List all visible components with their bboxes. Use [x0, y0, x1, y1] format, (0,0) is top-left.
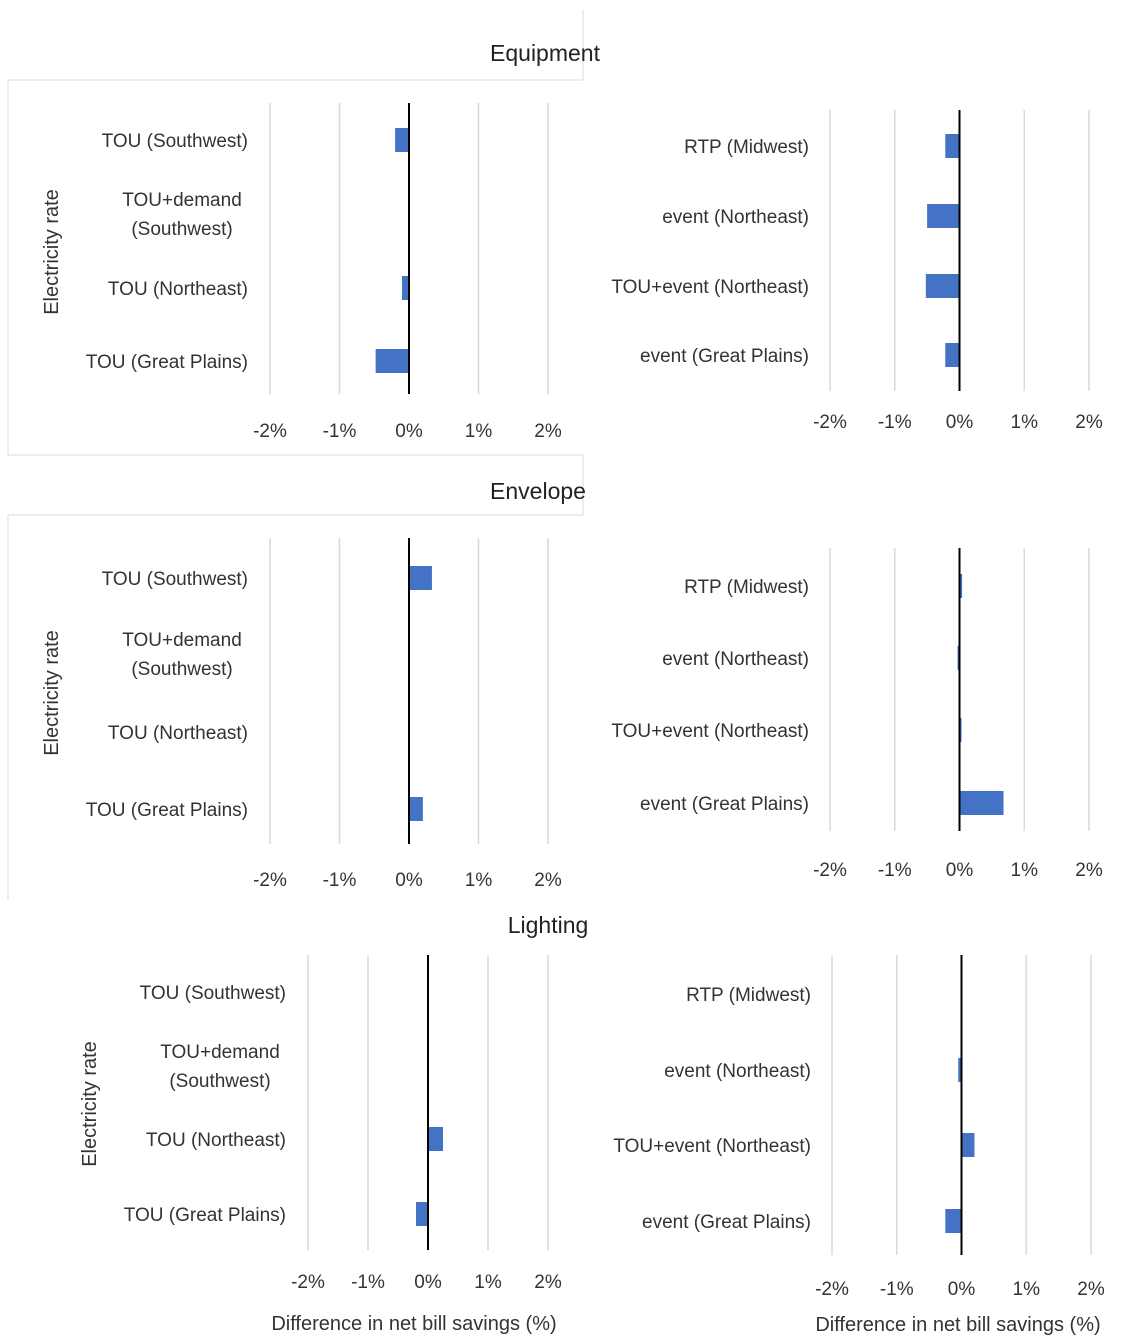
bar [945, 134, 960, 158]
x-axis-label: Difference in net bill savings (%) [271, 1313, 556, 1335]
charts: TOU (Southwest) TOU+demand (Southwest) TOU … [41, 103, 1105, 1336]
tick-label: 1% [465, 870, 493, 891]
bar [961, 1133, 975, 1157]
tick-label: 0% [395, 421, 423, 442]
y-axis-label: Electricity rate [41, 189, 63, 315]
category-label: TOU (Southwest) [140, 983, 286, 1004]
section-title-envelope: Envelope [490, 478, 586, 504]
bar [375, 349, 409, 373]
category-label: event (Northeast) [662, 649, 809, 670]
chart-1: TOU (Southwest) TOU+demand (Southwest) TOU … [41, 103, 562, 442]
tick-label: 2% [534, 421, 562, 442]
bar [959, 574, 963, 598]
tick-label: -1% [878, 860, 912, 881]
section-title-lighting: Lighting [508, 912, 589, 938]
category-label: event (Northeast) [662, 207, 809, 228]
tick-label: -2% [815, 1279, 849, 1300]
tick-label: -2% [813, 860, 847, 881]
y-axis-label: Electricity rate [41, 630, 63, 756]
bar [925, 274, 960, 298]
category-label: TOU (Northeast) [146, 1130, 286, 1151]
category-label: RTP (Midwest) [684, 577, 809, 598]
tick-label: 1% [1013, 1279, 1041, 1300]
bar [945, 1209, 962, 1233]
category-label: TOU (Northeast) [108, 279, 248, 300]
bar [428, 1127, 443, 1151]
category-label: TOU+event (Northeast) [613, 1136, 811, 1157]
category-label: TOU (Northeast) [108, 723, 248, 744]
chart-2: RTP (Midwest) event (Northeast) TOU+event … [611, 110, 1103, 433]
category-label: TOU+event (Northeast) [611, 721, 809, 742]
category-label: TOU (Great Plains) [86, 800, 248, 821]
tick-label: 2% [1075, 412, 1103, 433]
category-label: TOU+demand (Southwest) [122, 190, 242, 240]
category-label: TOU (Great Plains) [124, 1205, 286, 1226]
tick-label: 2% [534, 1272, 562, 1293]
x-axis-label: Difference in net bill savings (%) [815, 1314, 1100, 1336]
category-label: TOU (Southwest) [102, 569, 248, 590]
bar [959, 791, 1004, 815]
tick-label: 1% [1011, 860, 1039, 881]
tick-label: -2% [291, 1272, 325, 1293]
y-axis-label: Electricity rate [79, 1041, 101, 1167]
category-label: TOU (Great Plains) [86, 352, 248, 373]
tick-label: 2% [1077, 1279, 1105, 1300]
tick-label: -1% [878, 412, 912, 433]
category-label: event (Great Plains) [640, 794, 809, 815]
chart-6: RTP (Midwest) event (Northeast) TOU+event … [613, 955, 1105, 1336]
tick-label: 0% [946, 860, 974, 881]
tick-label: 2% [534, 870, 562, 891]
chart-4: RTP (Midwest) event (Northeast) TOU+event … [611, 548, 1103, 881]
bar [395, 128, 409, 152]
tick-label: 2% [1075, 860, 1103, 881]
tick-label: 0% [948, 1279, 976, 1300]
tick-label: -2% [253, 870, 287, 891]
category-label: event (Great Plains) [640, 346, 809, 367]
tick-label: -2% [813, 412, 847, 433]
category-label: RTP (Midwest) [686, 985, 811, 1006]
category-label: RTP (Midwest) [684, 137, 809, 158]
category-label: TOU+event (Northeast) [611, 277, 809, 298]
chart-3: TOU (Southwest) TOU+demand (Southwest) TOU … [41, 538, 562, 891]
bar [945, 343, 960, 367]
category-label: event (Great Plains) [642, 1212, 811, 1233]
tick-label: -1% [323, 870, 357, 891]
tick-label: -1% [323, 421, 357, 442]
category-label: event (Northeast) [664, 1061, 811, 1082]
tick-label: 0% [946, 412, 974, 433]
tick-label: -2% [253, 421, 287, 442]
chart-5: TOU (Southwest) TOU+demand (Southwest) TOU … [79, 955, 562, 1335]
bar [416, 1202, 428, 1226]
section-title-equipment: Equipment [490, 40, 601, 66]
bar [958, 1058, 962, 1082]
category-label: TOU+demand (Southwest) [122, 630, 242, 680]
category-label: TOU+demand (Southwest) [160, 1042, 280, 1092]
tick-label: 1% [474, 1272, 502, 1293]
tick-label: -1% [880, 1279, 914, 1300]
tick-label: -1% [351, 1272, 385, 1293]
bar [409, 797, 423, 821]
tick-label: 0% [414, 1272, 442, 1293]
bar [409, 566, 432, 590]
tick-label: 0% [395, 870, 423, 891]
category-label: TOU (Southwest) [102, 131, 248, 152]
tick-label: 1% [1011, 412, 1039, 433]
bar [402, 276, 409, 300]
bar [927, 204, 960, 228]
tick-label: 1% [465, 421, 493, 442]
